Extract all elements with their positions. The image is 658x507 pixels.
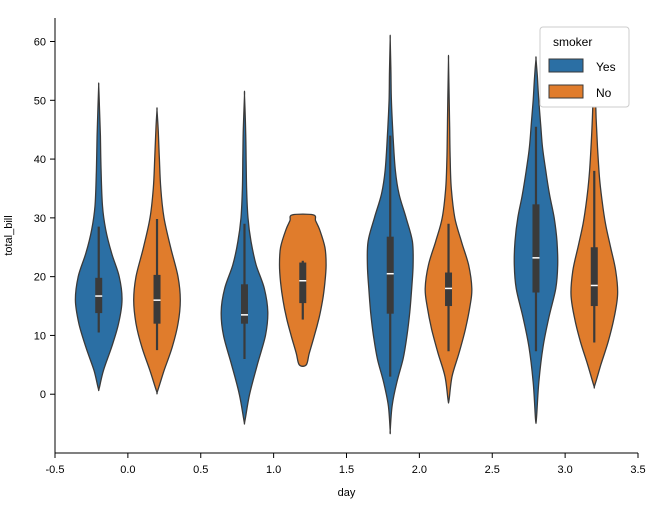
violin-no-5 — [424, 54, 473, 404]
y-axis-title: total_bill — [3, 215, 15, 255]
x-tick-label: 2.5 — [485, 464, 500, 476]
legend-label-yes: Yes — [596, 60, 616, 74]
y-tick-label: 20 — [34, 272, 46, 284]
legend-label-no: No — [596, 86, 612, 100]
y-tick-label: 0 — [40, 389, 46, 401]
y-axis-ticks: 0 10 20 30 40 50 60 — [34, 37, 55, 401]
legend-swatch-no — [548, 84, 584, 99]
violin-no-7 — [570, 64, 619, 389]
violin-yes-2 — [220, 90, 269, 425]
legend-title: smoker — [553, 35, 592, 49]
x-tick-label: 0.5 — [193, 464, 208, 476]
violin-no-1 — [133, 107, 181, 395]
x-tick-label: 0.0 — [120, 464, 135, 476]
violin-iqr-box — [590, 247, 598, 307]
y-tick-label: 40 — [34, 154, 46, 166]
violin-yes-0 — [74, 82, 123, 392]
y-tick-label: 50 — [34, 95, 46, 107]
violin-yes-6 — [513, 56, 559, 425]
x-axis-ticks: -0.5 0.0 0.5 1.0 1.5 2.0 2.5 3.0 3.5 — [46, 453, 646, 476]
y-tick-label: 10 — [34, 330, 46, 342]
violin-iqr-box — [445, 272, 453, 307]
violin-iqr-box — [532, 204, 540, 293]
violin-iqr-box — [386, 236, 394, 314]
legend: smoker Yes No — [539, 26, 630, 108]
violins-layer — [74, 34, 619, 435]
violin-no-3 — [278, 213, 327, 367]
y-tick-label: 30 — [34, 213, 46, 225]
x-tick-label: -0.5 — [46, 464, 65, 476]
violin-iqr-box — [299, 262, 307, 304]
x-tick-label: 1.0 — [266, 464, 281, 476]
y-tick-label: 60 — [34, 37, 46, 49]
legend-swatch-yes — [548, 58, 584, 73]
x-tick-label: 2.0 — [412, 464, 427, 476]
x-tick-label: 3.0 — [557, 464, 572, 476]
x-tick-label: 3.5 — [630, 464, 645, 476]
violin-yes-4 — [366, 34, 414, 435]
x-axis-title: day — [338, 487, 356, 499]
violin-iqr-box — [240, 284, 248, 324]
violin-iqr-box — [153, 274, 161, 324]
x-tick-label: 1.5 — [339, 464, 354, 476]
